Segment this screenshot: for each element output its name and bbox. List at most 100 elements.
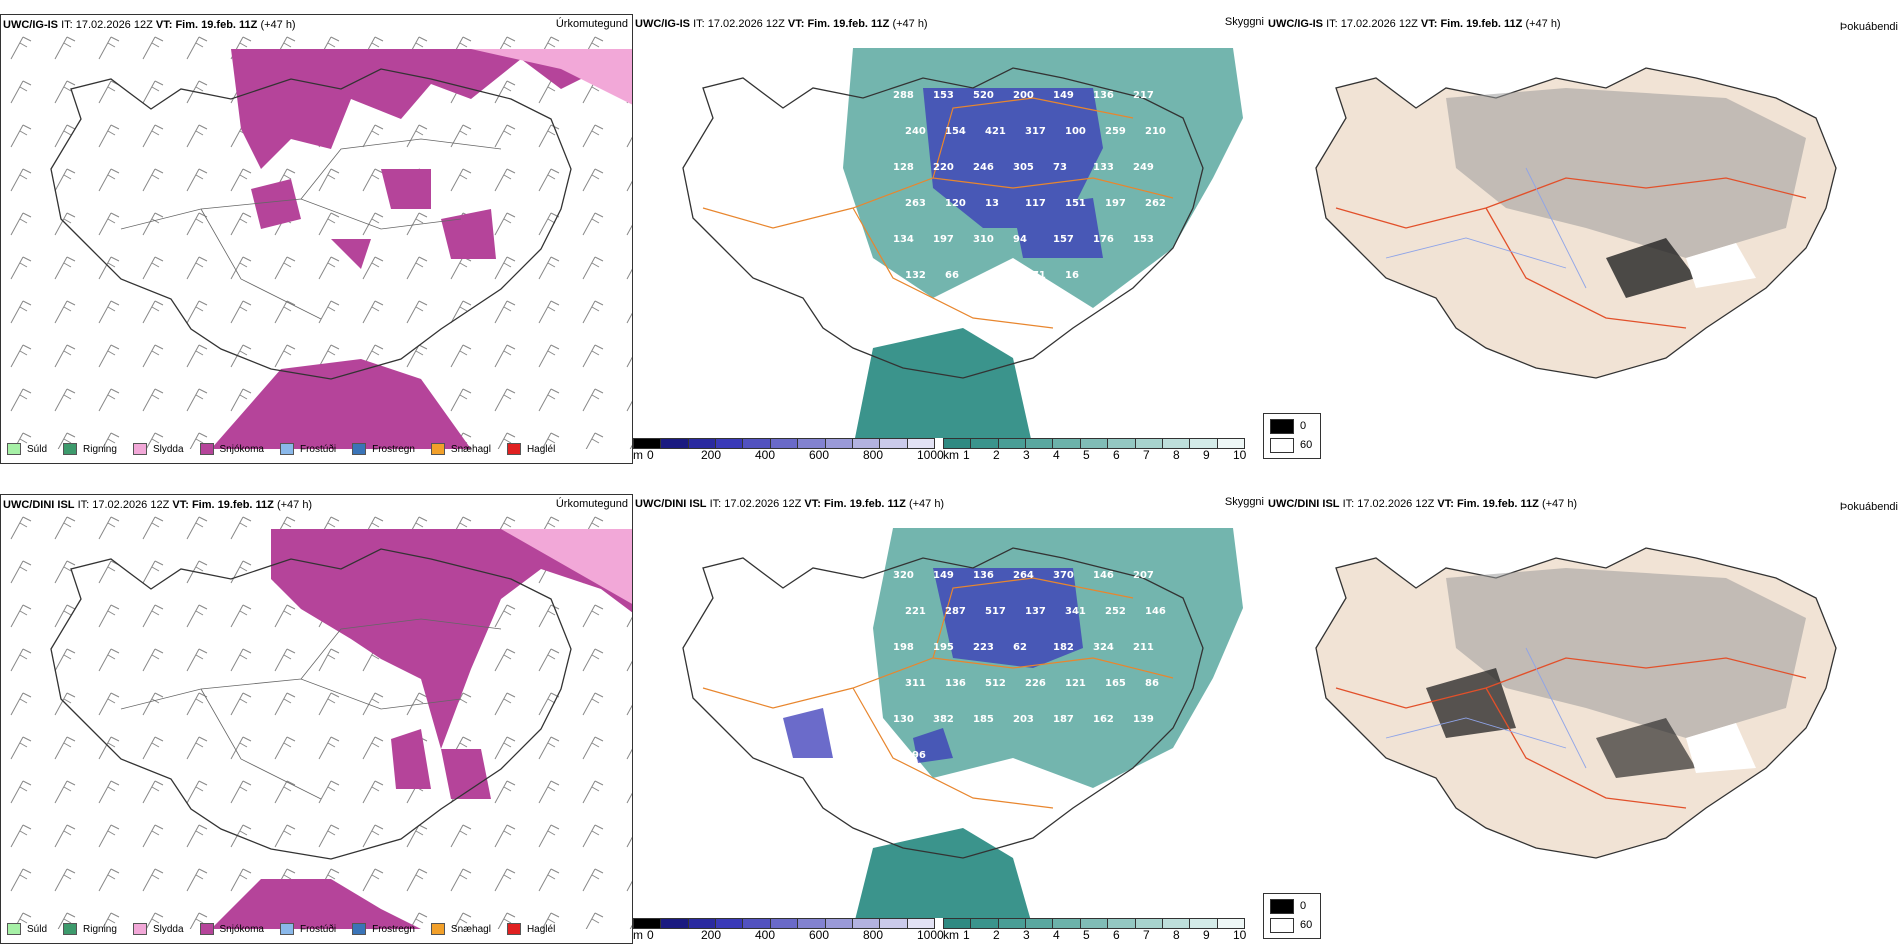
scale-tick: 2 [993,448,1000,462]
cloudbase-value-label: 223 [973,642,994,653]
legend-item: Frostregn [352,443,415,455]
scale-tick: 7 [1143,928,1150,942]
colorbar-segment [880,439,908,448]
cloudbase-value-label: 117 [1025,198,1046,209]
road-network [1335,177,1807,329]
precip-type-panel-top: UWC/IG-IS IT: 17.02.2026 12Z VT: Fim. 19… [0,14,633,464]
scale-tick: 7 [1143,448,1150,462]
cloudbase-value-label: 185 [973,714,994,725]
cloudbase-value-label: 130 [893,714,914,725]
colorbar-segment [1217,919,1244,928]
legend-item: Slydda [132,923,184,935]
colorbar-segment [1135,439,1163,448]
scale-tick: 800 [863,448,884,462]
scale-tick: 5 [1083,928,1090,942]
scale-tick: 800 [863,928,884,942]
colorbar-segment [852,439,881,448]
cloudbase-value-label: 197 [933,234,954,245]
cloudbase-value-label: 310 [973,234,994,245]
scale-tick: 0 [647,928,654,942]
colorbar-segment [634,919,662,928]
colorbar-segment [998,439,1027,448]
cloud-title-bottom: Skyggni [1224,496,1264,508]
cloudbase-value-label: 120 [945,198,966,209]
scale-tick: 400 [755,928,776,942]
legend-item: Slydda [132,443,184,455]
colorbar-segment [825,439,853,448]
cloudbase-value-label: 134 [893,234,914,245]
fog-map-top [1315,67,1837,379]
colorbar-segment [661,439,689,448]
cloudbase-value-label: 249 [1133,162,1154,173]
cloudbase-value-label: 149 [933,570,954,581]
cloudbase-value-label: 162 [1093,714,1114,725]
rivers [1385,167,1587,289]
cloudbase-value-label: 73 [1053,162,1067,173]
cloudbase-value-label: 153 [1133,234,1154,245]
cloudbase-panel-bottom: UWC/DINI ISL IT: 17.02.2026 12Z VT: Fim.… [633,494,1266,944]
colorbar-segment [998,919,1027,928]
colorbar-segment [661,919,689,928]
colorbar-segment [1162,919,1191,928]
fog-title-top: Þokuábendi [1839,21,1898,33]
scale-tick: 1000 [917,928,944,942]
colorbar-segment [688,439,717,448]
precip-type-panel-bottom: UWC/DINI ISL IT: 17.02.2026 12Z VT: Fim.… [0,494,633,944]
cloudbase-colorbar-top [633,438,935,449]
scale-tick: 200 [701,928,722,942]
visibility-unit-bottom: km [943,928,959,942]
scale-tick: 3 [1023,448,1030,462]
cloudbase-value-label: 165 [1105,678,1126,689]
cloud-map-bottom: 320 149 136 264 370 146 207 221 287 517 137 341 252 1… [682,528,1243,918]
cloudbase-value-label: 195 [933,642,954,653]
scale-tick: 4 [1053,928,1060,942]
legend-item: Frostúði [279,443,336,455]
scale-tick: 9 [1203,928,1210,942]
cloudbase-value-label: 198 [893,642,914,653]
colorbar-segment [743,439,771,448]
cloudbase-value-label: 100 [1065,126,1086,137]
precip-legend-top: Súld Rigning Slydda Snjókoma Frostúði Fr… [7,443,571,455]
cloudbase-value-label: 324 [1093,642,1114,653]
colorbar-segment [688,919,717,928]
colorbar-segment [1217,439,1244,448]
fog-label-60: 60 [1300,439,1313,451]
fog-clear-area [1686,723,1756,773]
legend-item: Súld [7,923,47,935]
fog-legend-top: 0 60 [1263,413,1321,459]
iceland-coastline [682,547,1204,859]
colorbar-segment [798,919,826,928]
fog-clear-area [1686,243,1756,288]
visibility-colorbar-bottom [943,918,1245,929]
fog-index-field [1446,88,1806,258]
fog-panel-top: UWC/IG-IS IT: 17.02.2026 12Z VT: Fim. 19… [1266,14,1900,464]
colorbar-segment [971,439,999,448]
sleet-area [471,49,632,105]
scale-tick: 600 [809,448,830,462]
scale-tick: 200 [701,448,722,462]
cloudbase-value-label: 151 [1065,198,1086,209]
precip-legend-bottom: Súld Rigning Slydda Snjókoma Frostúði Fr… [7,923,571,935]
cloudbase-value-label: 320 [893,570,914,581]
scale-tick: 1000 [917,448,944,462]
legend-item: Rigning [63,923,117,935]
fog-swatch-0 [1270,419,1294,434]
cloudbase-value-label: 149 [1053,90,1074,101]
visibility-unit-top: km [943,448,959,462]
scale-tick: 2 [993,928,1000,942]
cloud-header-bottom: UWC/DINI ISL IT: 17.02.2026 12Z VT: Fim.… [635,498,945,510]
precip-title-bottom: Úrkomutegund [555,498,628,510]
scale-tick: 6 [1113,448,1120,462]
cloudbase-value-label: 146 [1093,570,1114,581]
cloudbase-value-label: 157 [1053,234,1074,245]
colorbar-segment [944,439,972,448]
cloudbase-value-label: 210 [1145,126,1166,137]
colorbar-segment [852,919,881,928]
cloudbase-value-label: 13 [985,198,999,209]
rivers [1385,647,1587,769]
cloudbase-labels: 320 149 136 264 370 146 207 221 287 517 137 341 252 1… [893,570,1166,761]
scale-tick: 1 [963,448,970,462]
cloudbase-cells [783,568,1083,763]
cloudbase-value-label: 264 [1013,570,1034,581]
precip-title-top: Úrkomutegund [555,18,628,30]
